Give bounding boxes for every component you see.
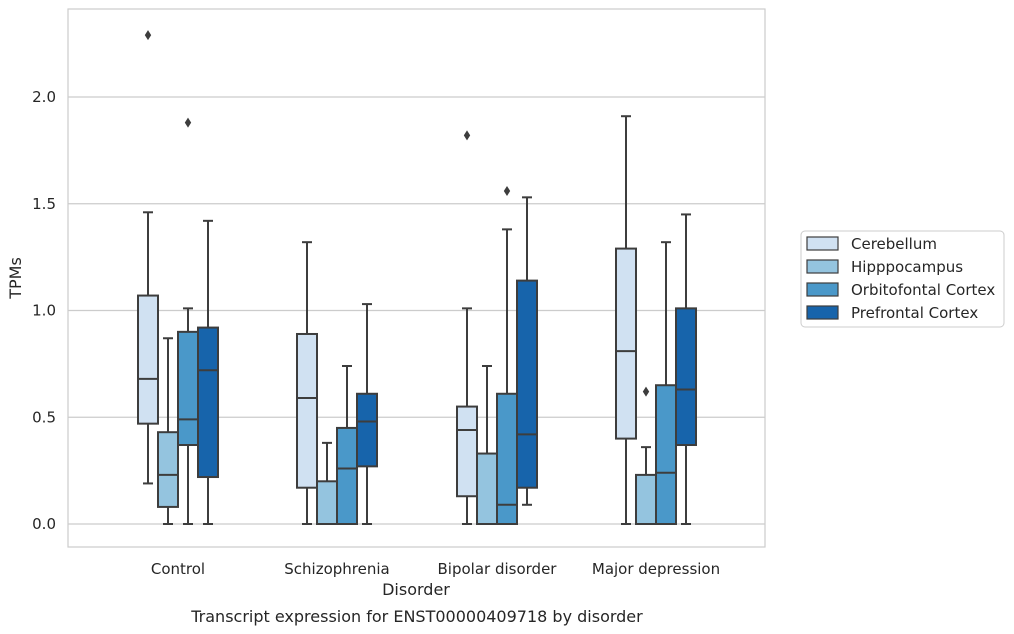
x-axis-label: Disorder <box>382 580 450 599</box>
outlier-marker <box>503 185 511 196</box>
outlier-marker <box>463 130 471 141</box>
iqr-box <box>675 307 697 447</box>
iqr-box <box>356 392 378 468</box>
x-tick-label: Major depression <box>592 560 720 578</box>
chart-caption: Transcript expression for ENST0000040971… <box>190 607 643 626</box>
y-tick-label: 1.0 <box>32 302 56 320</box>
x-tick-labels: Control Schizophrenia Bipolar disorder Majo… <box>151 560 720 578</box>
boxplot-orbitofontal-cortex-schizophrenia <box>336 365 358 525</box>
x-tick-label: Bipolar disorder <box>438 560 558 578</box>
boxplot-cerebellum-major-depression <box>615 115 637 525</box>
legend-frame <box>800 230 1005 328</box>
boxplot-prefrontal-cortex-control <box>197 219 219 525</box>
boxplot-hipppocampus-bipolar-disorder <box>476 365 498 526</box>
y-axis-label: TPMs <box>6 257 25 300</box>
legend-swatch <box>806 305 839 320</box>
outlier-marker <box>144 30 152 41</box>
boxplot-cerebellum-control <box>137 30 159 485</box>
iqr-box <box>316 480 338 525</box>
iqr-box <box>197 326 219 479</box>
iqr-box <box>516 279 538 489</box>
x-tick-label: Control <box>151 560 205 578</box>
boxplot-hipppocampus-control <box>157 337 179 525</box>
boxplot-hipppocampus-schizophrenia <box>316 441 338 525</box>
boxplot-hipppocampus-major-depression <box>635 386 657 525</box>
legend-swatch <box>806 259 839 274</box>
legend-label: Hipppocampus <box>851 258 963 276</box>
iqr-box <box>655 384 677 525</box>
outlier-marker <box>184 117 192 128</box>
legend: Cerebellum Hipppocampus Orbitofontal Corte… <box>800 230 1005 328</box>
iqr-box <box>615 247 637 440</box>
boxplot-cerebellum-schizophrenia <box>296 241 318 525</box>
iqr-box <box>336 426 358 525</box>
legend-swatch <box>806 236 839 251</box>
box-layer <box>137 30 697 526</box>
boxplot-orbitofontal-cortex-major-depression <box>655 241 677 525</box>
iqr-box <box>296 332 318 489</box>
iqr-box <box>177 330 199 447</box>
boxplot-orbitofontal-cortex-bipolar-disorder <box>496 185 518 526</box>
legend-item: Cerebellum <box>806 235 937 253</box>
y-tick-labels: 0.0 0.5 1.0 1.5 2.0 <box>32 88 56 533</box>
iqr-box <box>157 431 179 508</box>
legend-label: Cerebellum <box>851 235 937 253</box>
legend-swatch <box>806 282 839 297</box>
legend-item: Orbitofontal Cortex <box>806 281 995 299</box>
plot-frame <box>67 8 766 548</box>
legend-label: Prefrontal Cortex <box>851 304 978 322</box>
legend-label: Orbitofontal Cortex <box>851 281 995 299</box>
iqr-box <box>137 294 159 425</box>
iqr-box <box>635 473 657 525</box>
boxplot-orbitofontal-cortex-control <box>177 117 199 525</box>
y-tick-label: 2.0 <box>32 88 56 106</box>
outlier-marker <box>642 386 650 397</box>
boxplot-prefrontal-cortex-bipolar-disorder <box>516 196 538 506</box>
legend-item: Hipppocampus <box>806 258 963 276</box>
y-tick-label: 0.5 <box>32 408 56 426</box>
boxplot-cerebellum-bipolar-disorder <box>456 130 478 525</box>
iqr-box <box>456 405 478 498</box>
x-tick-label: Schizophrenia <box>284 560 389 578</box>
boxplot-prefrontal-cortex-major-depression <box>675 213 697 525</box>
y-tick-label: 0.0 <box>32 515 56 533</box>
legend-items: Cerebellum Hipppocampus Orbitofontal Corte… <box>806 235 995 322</box>
y-tick-label: 1.5 <box>32 195 56 213</box>
boxplot-prefrontal-cortex-schizophrenia <box>356 303 378 525</box>
iqr-box <box>476 452 498 526</box>
legend-item: Prefrontal Cortex <box>806 304 978 322</box>
